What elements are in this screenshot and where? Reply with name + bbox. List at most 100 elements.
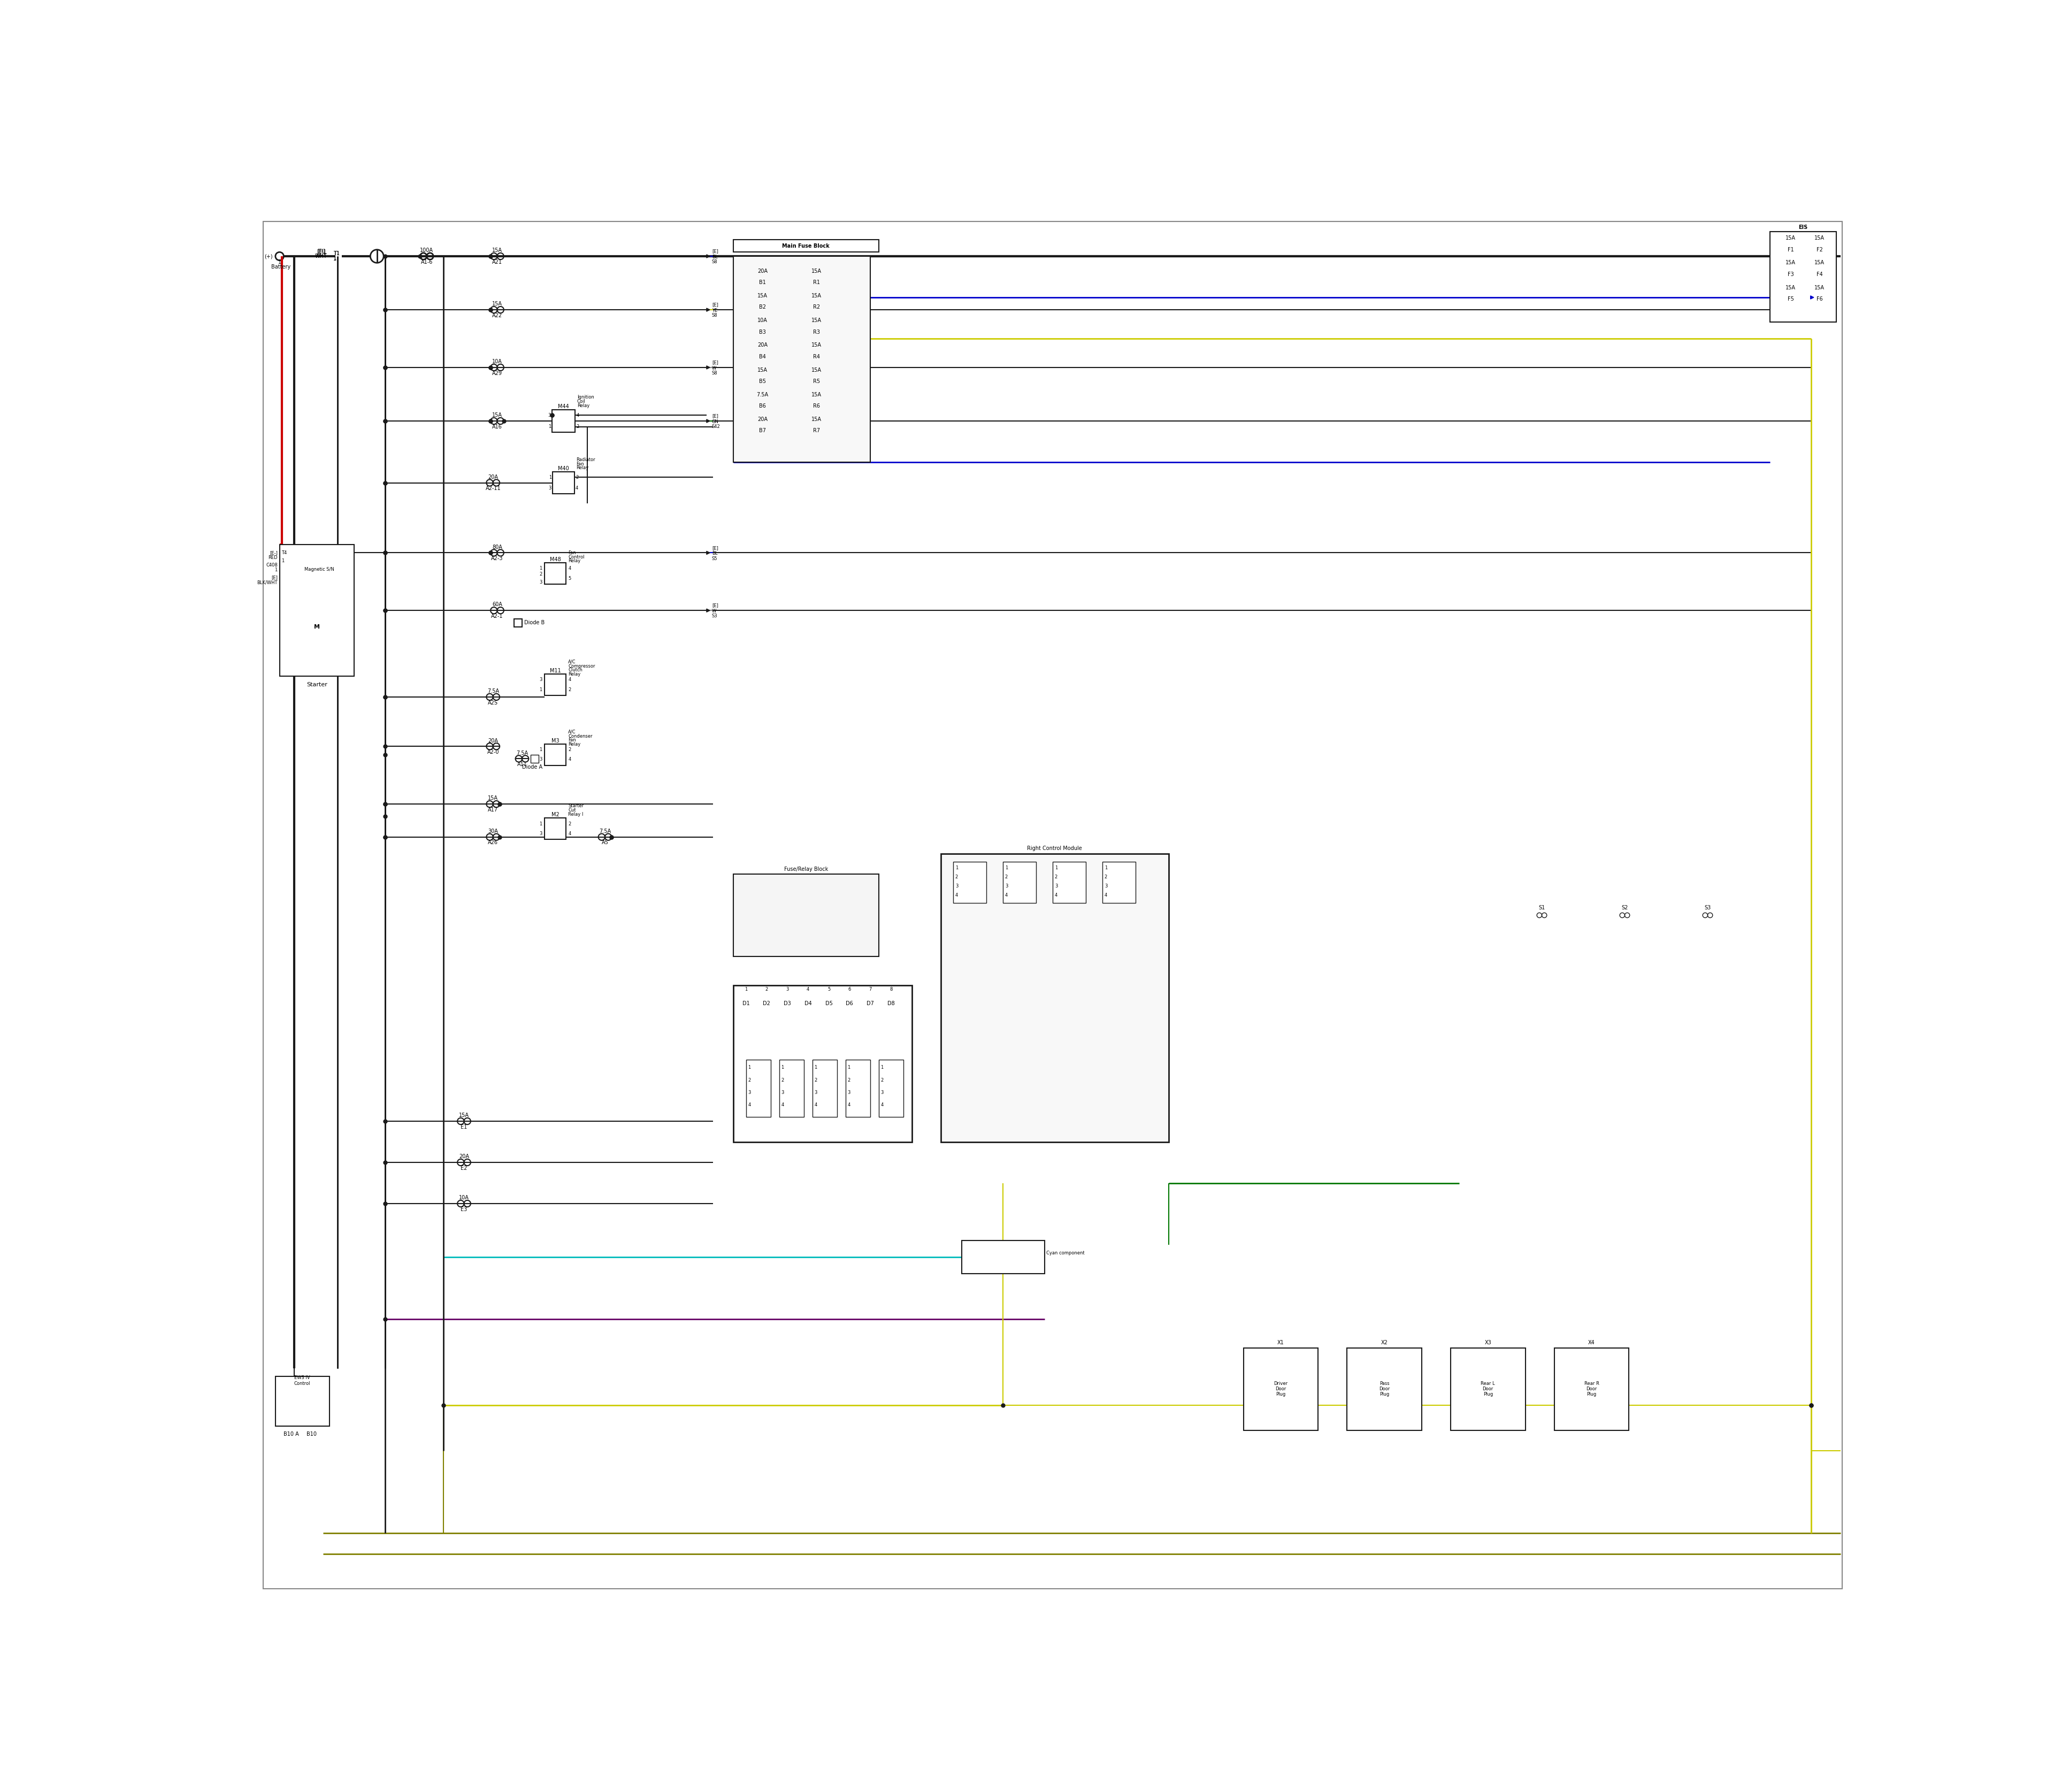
Text: 2: 2 [575,475,579,480]
Text: B4: B4 [760,355,766,360]
Text: Cut: Cut [569,808,575,812]
Text: C408: C408 [265,563,277,568]
Text: BL: BL [713,552,717,556]
Text: 4: 4 [781,1102,785,1107]
Text: 7: 7 [869,987,871,991]
Text: 2: 2 [1105,874,1107,880]
Text: 30A: 30A [489,828,497,833]
Text: 2: 2 [1056,874,1058,880]
Text: 1: 1 [744,987,748,991]
Text: 3: 3 [955,883,957,889]
Text: E2: E2 [460,1165,468,1170]
Text: B3: B3 [760,330,766,335]
Bar [1347,1348,1421,1430]
Text: 1: 1 [548,475,550,480]
Text: 4: 4 [1004,892,1009,898]
Text: Relay: Relay [569,742,581,747]
Bar [811,1059,838,1116]
Text: [E]: [E] [713,249,719,254]
Text: [E]: [E] [713,303,719,306]
Text: 15A: 15A [811,269,822,274]
Bar [279,545,353,676]
Text: BL: BL [713,254,717,260]
Text: [E]: [E] [713,414,719,419]
Text: 1: 1 [333,256,337,262]
Text: 10A: 10A [758,317,768,323]
Text: 15A: 15A [811,294,822,299]
Text: [EI]: [EI] [316,249,325,254]
Text: Driver
Door
Plug: Driver Door Plug [1273,1382,1288,1398]
Text: M: M [314,624,320,629]
Bar [1002,862,1035,903]
Text: GN: GN [713,419,719,425]
Text: Fan: Fan [569,550,575,556]
Text: E1: E1 [460,1124,468,1129]
Text: 4: 4 [569,758,571,762]
Polygon shape [707,254,711,258]
Text: A29: A29 [493,371,503,376]
Bar [1450,1348,1526,1430]
Text: 3: 3 [1056,883,1058,889]
Text: A2S: A2S [489,701,499,706]
Text: 20A: 20A [758,269,768,274]
Text: A22: A22 [493,314,503,319]
Text: F3: F3 [1787,272,1793,278]
Text: 1: 1 [813,1064,817,1070]
Text: Right Control Module: Right Control Module [1027,846,1082,851]
Text: S2: S2 [1621,905,1629,910]
Bar [544,819,567,839]
Text: 4: 4 [955,892,957,898]
Text: A17: A17 [489,806,499,812]
Bar [1052,862,1087,903]
Text: 4: 4 [575,486,579,491]
Text: A2-11: A2-11 [485,486,501,491]
Text: W: W [713,366,717,371]
Text: 2: 2 [569,686,571,692]
Text: 1: 1 [881,1064,883,1070]
Text: Condenser: Condenser [569,733,592,738]
Text: 80A: 80A [493,545,503,550]
Text: 15A: 15A [1785,260,1795,265]
Text: EIS: EIS [1799,224,1808,229]
Text: 1: 1 [748,1064,752,1070]
Text: 20A: 20A [458,1154,468,1159]
Text: 15A: 15A [758,294,768,299]
Text: X1: X1 [1278,1340,1284,1346]
Text: 2: 2 [1004,874,1009,880]
Bar [879,1059,904,1116]
Text: Relay I: Relay I [569,812,583,817]
Text: [EI]: [EI] [316,247,325,253]
Text: 4: 4 [748,1102,752,1107]
Text: R4: R4 [813,355,820,360]
Text: 15A: 15A [811,367,822,373]
Text: Main Fuse Block: Main Fuse Block [783,244,830,249]
Text: 20A: 20A [489,738,499,744]
Text: T4: T4 [281,550,288,556]
Text: R7: R7 [813,428,820,434]
Text: S5: S5 [713,556,717,561]
Text: 1: 1 [277,260,281,265]
Polygon shape [707,552,711,554]
Text: 20A: 20A [758,342,768,348]
Text: B7: B7 [760,428,766,434]
Text: 2: 2 [781,1077,785,1082]
Bar [544,744,567,765]
Text: 2: 2 [813,1077,817,1082]
Text: [E-]: [E-] [269,550,277,556]
Text: 1: 1 [1056,866,1058,871]
Text: Control: Control [569,554,585,559]
Text: 1: 1 [538,821,542,826]
Text: Ignition: Ignition [577,394,594,400]
Bar [544,674,567,695]
Text: W: W [713,609,717,613]
Text: X2: X2 [1380,1340,1389,1346]
Bar [1771,231,1836,323]
Text: B6: B6 [760,403,766,409]
Text: 15A: 15A [493,412,503,418]
Text: 5: 5 [828,987,830,991]
Text: 6: 6 [848,987,850,991]
Text: F5: F5 [1787,296,1793,301]
Text: 4: 4 [1105,892,1107,898]
Text: 15A: 15A [493,247,503,253]
Text: Magnetic S/N: Magnetic S/N [304,566,335,572]
